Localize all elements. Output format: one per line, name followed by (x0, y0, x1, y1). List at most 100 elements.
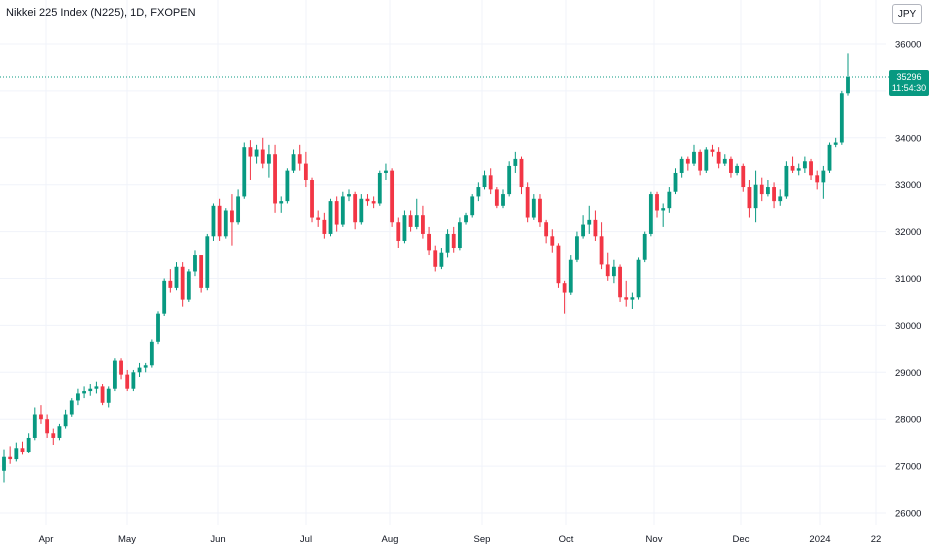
candle-body (340, 196, 345, 225)
last-price-value: 35296 (896, 72, 922, 82)
candle-body (32, 414, 37, 438)
candle-body (753, 184, 758, 209)
candle-body (285, 170, 290, 202)
candle-body (476, 187, 481, 197)
x-tick-label: May (118, 534, 136, 545)
candle-body (556, 245, 561, 284)
candle-body (266, 154, 271, 164)
y-tick-label: 31000 (895, 274, 921, 285)
candle-body (260, 149, 265, 164)
candle-body (149, 341, 154, 366)
candle-body (248, 147, 253, 157)
candle-body (839, 93, 844, 143)
candle-body (125, 374, 130, 389)
currency-button[interactable]: JPY (892, 4, 922, 24)
candle-body (741, 165, 746, 188)
candle-body (88, 388, 93, 392)
y-tick-label: 30000 (895, 321, 921, 332)
candle-body (716, 151, 721, 164)
candle-body (630, 297, 635, 300)
candle-body (39, 414, 43, 420)
candle-body (445, 233, 450, 253)
y-tick-label: 32000 (895, 227, 921, 238)
candle-body (827, 144, 832, 171)
candle-body (82, 391, 86, 394)
candle-body (599, 236, 604, 265)
candle-body (63, 414, 68, 427)
candle-body (809, 161, 813, 176)
candle-body (698, 151, 703, 171)
grid (0, 0, 886, 525)
candle-body (334, 201, 339, 225)
candle-body (673, 172, 678, 192)
candle-body (211, 205, 216, 237)
candle-body (2, 456, 6, 471)
candle-body (414, 215, 419, 227)
candle-body (470, 196, 475, 216)
candle-body (279, 201, 284, 204)
candle-body (57, 426, 62, 438)
candle-body (821, 170, 826, 183)
candle-body (636, 259, 641, 298)
candle-body (377, 172, 382, 204)
candle-body (464, 215, 468, 223)
candle-body (100, 386, 105, 403)
candle-body (790, 165, 795, 171)
candle-body (513, 158, 518, 166)
candle-body (778, 196, 783, 202)
candle-body (729, 158, 733, 173)
candle-body (94, 386, 99, 389)
candle-body (538, 198, 542, 223)
candle-body (439, 252, 444, 267)
candle-body (655, 194, 659, 211)
candle-body (581, 224, 586, 237)
candle-body (661, 208, 666, 211)
candle-body (26, 437, 31, 453)
candle-body (451, 233, 456, 249)
candle-body (199, 255, 204, 288)
y-axis: 26000 27000 28000 29000 30000 31000 32000 33000… (895, 40, 921, 520)
candle-body (353, 194, 358, 223)
candle-body (544, 222, 549, 237)
candle-body (223, 210, 228, 237)
candle-body (310, 180, 314, 218)
candle-body (692, 151, 696, 164)
candle-body (119, 360, 123, 375)
chart-title: Nikkei 225 Index (N225), 1D, FXOPEN (6, 7, 196, 19)
y-tick-label: 36000 (895, 40, 921, 51)
candle-body (815, 175, 820, 183)
candle-body (384, 170, 388, 173)
candle-body (648, 194, 653, 234)
candle-body (525, 187, 530, 218)
candle-body (642, 233, 647, 260)
candle-body (679, 158, 684, 173)
candle-body (833, 142, 838, 145)
candle-body (796, 168, 801, 171)
candle-body (322, 219, 327, 234)
candle-body (106, 388, 111, 403)
countdown-timer: 11:54:30 (891, 83, 927, 93)
candle-body (710, 149, 715, 152)
candle-body (328, 201, 333, 234)
candle-body (112, 360, 117, 389)
candle-body (14, 448, 19, 460)
candle-body (8, 456, 13, 460)
candle-body (618, 266, 622, 298)
x-tick-label: Aug (382, 534, 399, 545)
candle-body (611, 266, 616, 277)
candle-body (575, 236, 579, 260)
candle-body (316, 217, 321, 220)
candle-body (131, 372, 136, 389)
x-tick-label: Sep (474, 534, 491, 545)
candle-body (186, 271, 191, 300)
x-axis: Apr May Jun Jul Aug Sep Oct Nov Dec 2024 22 (39, 534, 882, 545)
candle-body (531, 198, 536, 218)
candle-body (143, 365, 148, 368)
candle-body (501, 194, 505, 206)
candle-body (568, 259, 573, 293)
candle-body (421, 215, 425, 234)
candle-body (550, 236, 555, 246)
candle-body (365, 198, 370, 202)
